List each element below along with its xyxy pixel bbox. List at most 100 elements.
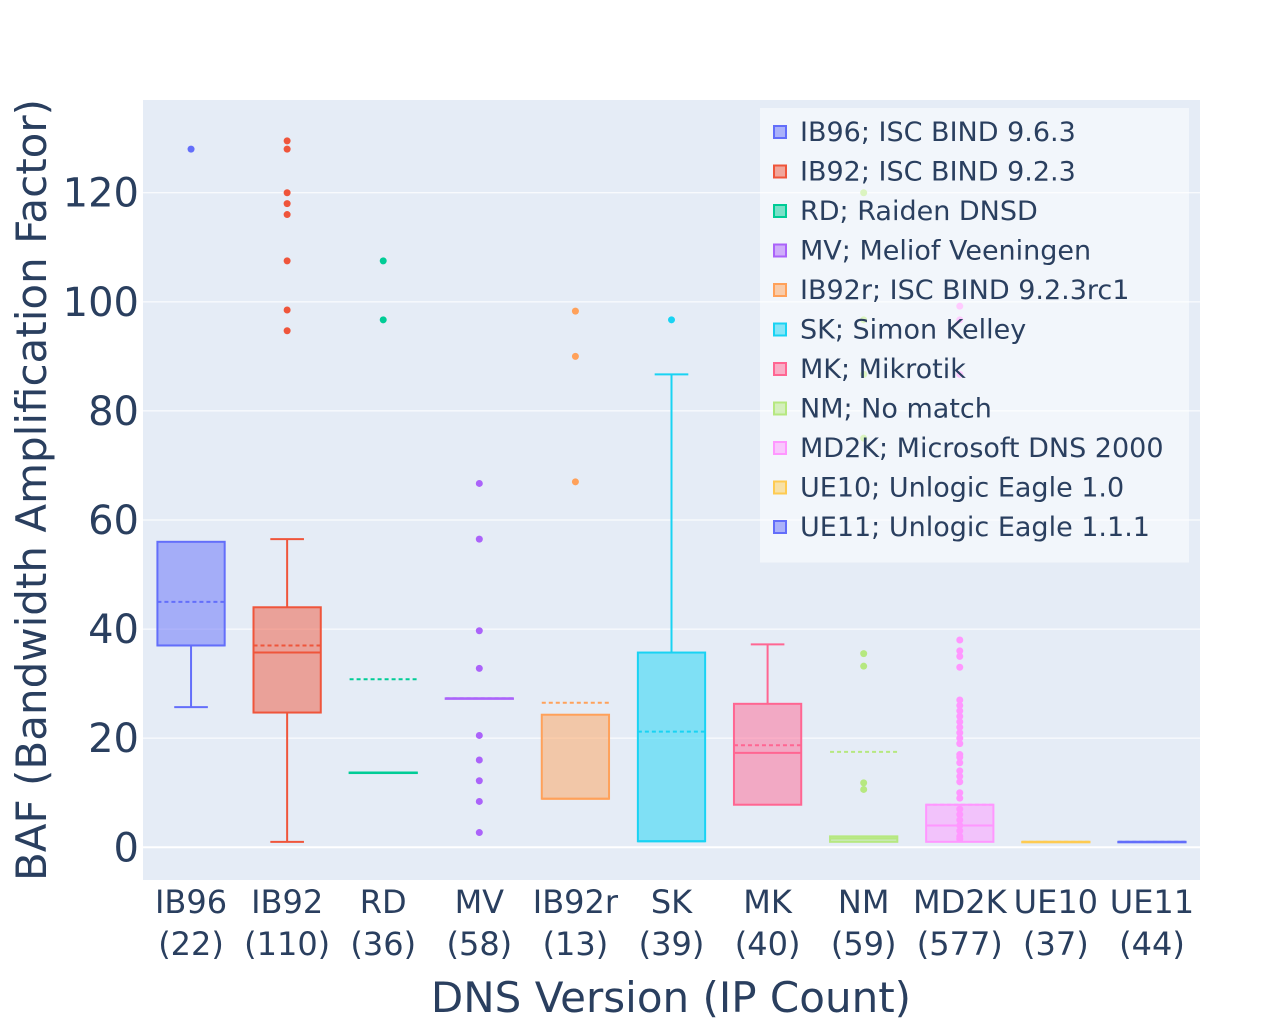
- outlier-point: [283, 257, 291, 265]
- outlier-point: [956, 753, 964, 761]
- y-tick-label: 80: [88, 389, 139, 435]
- outlier-point: [475, 829, 483, 837]
- y-tick-label: 60: [88, 498, 139, 544]
- outlier-point: [956, 816, 964, 824]
- legend-item-MD2K: MD2K; Microsoft DNS 2000: [773, 433, 1164, 464]
- box-SK: [636, 316, 707, 843]
- x-tick-count: (40): [735, 925, 801, 963]
- legend-swatch: [773, 362, 787, 376]
- outlier-point: [956, 652, 964, 660]
- outlier-point: [475, 797, 483, 805]
- outlier-point: [475, 731, 483, 739]
- legend-item-MV: MV; Meliof Veeningen: [773, 236, 1091, 267]
- outlier-point: [956, 778, 964, 786]
- x-tick-label: MD2K: [913, 883, 1008, 921]
- legend-item-IB92: IB92; ISC BIND 9.2.3: [773, 157, 1076, 188]
- outlier-point: [860, 650, 868, 658]
- legend-item-RD: RD; Raiden DNSD: [773, 196, 1038, 227]
- box-MK: [732, 643, 803, 806]
- outlier-point: [283, 137, 291, 145]
- y-tick-label: 20: [88, 716, 139, 762]
- legend-label: UE10; Unlogic Eagle 1.0: [800, 473, 1124, 504]
- outlier-point: [956, 789, 964, 797]
- box-iqr: [732, 702, 803, 806]
- legend-swatch: [773, 480, 787, 495]
- legend-label: MK; Mikrotik: [800, 354, 966, 385]
- outlier-point: [571, 307, 579, 315]
- legend-label: MV; Meliof Veeningen: [800, 236, 1091, 267]
- outlier-point: [187, 145, 195, 153]
- legend-item-UE11: UE11; Unlogic Eagle 1.1.1: [773, 512, 1150, 543]
- box-iqr: [636, 651, 707, 843]
- box-RD: [348, 257, 418, 775]
- outlier-point: [860, 662, 868, 670]
- outlier-point: [283, 145, 291, 153]
- outlier-point: [379, 257, 387, 265]
- boxes: [156, 137, 1187, 844]
- legend-label: SK; Simon Kelley: [800, 315, 1026, 346]
- outlier-point: [475, 756, 483, 764]
- x-tick-count: (110): [244, 925, 330, 963]
- x-tick-label: UE11: [1110, 883, 1194, 921]
- outlier-point: [956, 729, 964, 737]
- x-tick-count: (22): [158, 925, 224, 963]
- outlier-point: [860, 779, 868, 787]
- x-tick-count: (59): [831, 925, 897, 963]
- y-axis-ticks: 0 20 40 60 80 100 120: [63, 171, 139, 872]
- legend-swatch: [773, 204, 787, 218]
- y-axis-title: BAF (Bandwidth Amplification Factor): [7, 99, 56, 881]
- x-tick-count: (36): [350, 925, 416, 963]
- legend-swatch: [773, 520, 787, 534]
- outlier-point: [379, 316, 387, 324]
- outlier-point: [475, 479, 483, 487]
- outlier-point: [956, 734, 964, 742]
- box-IB96: [156, 145, 226, 709]
- outlier-point: [956, 805, 964, 813]
- x-axis-title: DNS Version (IP Count): [431, 973, 911, 1022]
- outlier-point: [956, 718, 964, 726]
- legend-swatch: [773, 441, 787, 455]
- outlier-point: [956, 740, 964, 748]
- legend-item-NM: NM; No match: [773, 394, 992, 425]
- outlier-point: [956, 696, 964, 704]
- legend-label: RD; Raiden DNSD: [800, 196, 1038, 227]
- box-UE10: [1021, 840, 1091, 844]
- outlier-point: [956, 767, 964, 775]
- outlier-point: [475, 664, 483, 672]
- legend-label: UE11; Unlogic Eagle 1.1.1: [800, 512, 1150, 543]
- box-MV: [444, 479, 514, 837]
- x-tick-count: (58): [446, 925, 512, 963]
- box-iqr: [252, 606, 322, 714]
- outlier-point: [956, 835, 964, 843]
- outlier-point: [956, 821, 964, 829]
- legend-background: [760, 108, 1189, 563]
- legend-item-UE10: UE10; Unlogic Eagle 1.0: [773, 473, 1124, 504]
- outlier-point: [956, 712, 964, 720]
- outlier-point: [956, 707, 964, 715]
- outlier-point: [668, 316, 675, 324]
- legend-label: IB92; ISC BIND 9.2.3: [800, 157, 1076, 188]
- legend-label: IB92r; ISC BIND 9.2.3rc1: [800, 275, 1129, 306]
- outlier-point: [571, 478, 579, 486]
- outlier-point: [956, 636, 964, 644]
- outlier-point: [956, 759, 964, 767]
- outlier-point: [956, 701, 964, 709]
- x-tick-count: (13): [543, 925, 609, 963]
- x-tick-count: (39): [639, 925, 705, 963]
- legend-label: IB96; ISC BIND 9.6.3: [800, 117, 1076, 148]
- box-IB92: [252, 137, 322, 843]
- y-tick-label: 120: [63, 171, 139, 217]
- legend-swatch: [773, 322, 787, 337]
- x-axis-ticks: IB96 (22) IB92 (110) RD (36) MV (58) IB92r (13) SK…: [155, 883, 1194, 963]
- y-tick-label: 0: [114, 825, 139, 871]
- x-tick-count: (577): [917, 925, 1003, 963]
- legend-swatch: [773, 125, 787, 139]
- box-iqr: [156, 540, 226, 647]
- x-tick-count: (37): [1023, 925, 1089, 963]
- legend-swatch: [773, 401, 787, 416]
- outlier-point: [283, 327, 291, 335]
- legend-swatch: [773, 164, 787, 179]
- outlier-point: [956, 827, 964, 835]
- outlier-point: [956, 811, 964, 819]
